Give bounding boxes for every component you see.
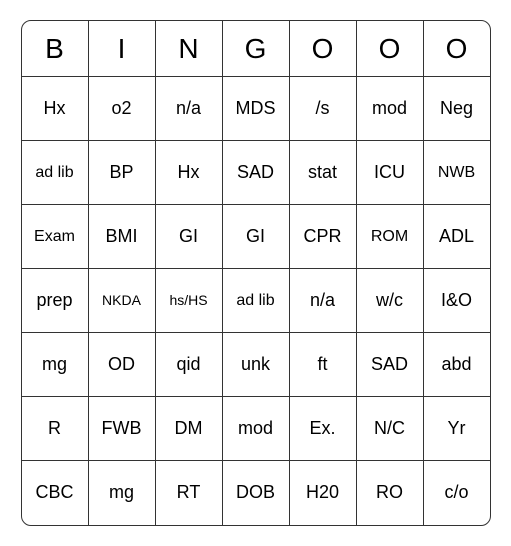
bingo-cell[interactable]: MDS [223,77,290,141]
header-cell-i: I [89,21,156,77]
bingo-cell[interactable]: NKDA [89,269,156,333]
bingo-cell[interactable]: ROM [357,205,424,269]
bingo-cell[interactable]: prep [22,269,89,333]
bingo-cell[interactable]: CPR [290,205,357,269]
bingo-cell[interactable]: w/c [357,269,424,333]
bingo-cell[interactable]: /s [290,77,357,141]
header-cell-o1: O [290,21,357,77]
header-cell-n: N [156,21,223,77]
bingo-cell[interactable]: Ex. [290,397,357,461]
bingo-cell[interactable]: Yr [424,397,490,461]
bingo-cell[interactable]: OD [89,333,156,397]
bingo-cell[interactable]: CBC [22,461,89,525]
bingo-cell[interactable]: RT [156,461,223,525]
bingo-cell[interactable]: H20 [290,461,357,525]
bingo-row: prepNKDAhs/HSad libn/aw/cI&O [22,269,490,333]
bingo-cell[interactable]: n/a [156,77,223,141]
bingo-cell[interactable]: ad lib [223,269,290,333]
bingo-cell[interactable]: Hx [156,141,223,205]
bingo-cell[interactable]: mg [22,333,89,397]
bingo-cell[interactable]: BP [89,141,156,205]
header-cell-g: G [223,21,290,77]
bingo-cell[interactable]: Exam [22,205,89,269]
bingo-card: B I N G O O O Hxo2n/aMDS/smodNegad libBP… [21,20,491,526]
bingo-row: Hxo2n/aMDS/smodNeg [22,77,490,141]
bingo-cell[interactable]: SAD [357,333,424,397]
header-cell-b: B [22,21,89,77]
bingo-cell[interactable]: ICU [357,141,424,205]
bingo-cell[interactable]: n/a [290,269,357,333]
bingo-cell[interactable]: GI [223,205,290,269]
bingo-cell[interactable]: Hx [22,77,89,141]
bingo-cell[interactable]: ad lib [22,141,89,205]
bingo-cell[interactable]: ADL [424,205,490,269]
bingo-cell[interactable]: stat [290,141,357,205]
bingo-cell[interactable]: c/o [424,461,490,525]
bingo-row: ad libBPHxSADstatICUNWB [22,141,490,205]
bingo-grid-body: Hxo2n/aMDS/smodNegad libBPHxSADstatICUNW… [22,77,490,525]
header-cell-o3: O [424,21,490,77]
header-row: B I N G O O O [22,21,490,77]
bingo-cell[interactable]: FWB [89,397,156,461]
bingo-cell[interactable]: mod [357,77,424,141]
bingo-cell[interactable]: qid [156,333,223,397]
header-cell-o2: O [357,21,424,77]
bingo-cell[interactable]: RO [357,461,424,525]
bingo-row: CBCmgRTDOBH20ROc/o [22,461,490,525]
bingo-cell[interactable]: I&O [424,269,490,333]
bingo-cell[interactable]: abd [424,333,490,397]
bingo-cell[interactable]: GI [156,205,223,269]
bingo-row: mgODqidunkftSADabd [22,333,490,397]
bingo-cell[interactable]: Neg [424,77,490,141]
bingo-cell[interactable]: BMI [89,205,156,269]
bingo-cell[interactable]: SAD [223,141,290,205]
bingo-cell[interactable]: N/C [357,397,424,461]
bingo-cell[interactable]: R [22,397,89,461]
bingo-cell[interactable]: o2 [89,77,156,141]
bingo-cell[interactable]: DM [156,397,223,461]
bingo-cell[interactable]: hs/HS [156,269,223,333]
bingo-cell[interactable]: mg [89,461,156,525]
bingo-cell[interactable]: NWB [424,141,490,205]
bingo-cell[interactable]: DOB [223,461,290,525]
bingo-cell[interactable]: ft [290,333,357,397]
bingo-row: ExamBMIGIGICPRROMADL [22,205,490,269]
bingo-cell[interactable]: mod [223,397,290,461]
bingo-row: RFWBDMmodEx.N/CYr [22,397,490,461]
bingo-cell[interactable]: unk [223,333,290,397]
